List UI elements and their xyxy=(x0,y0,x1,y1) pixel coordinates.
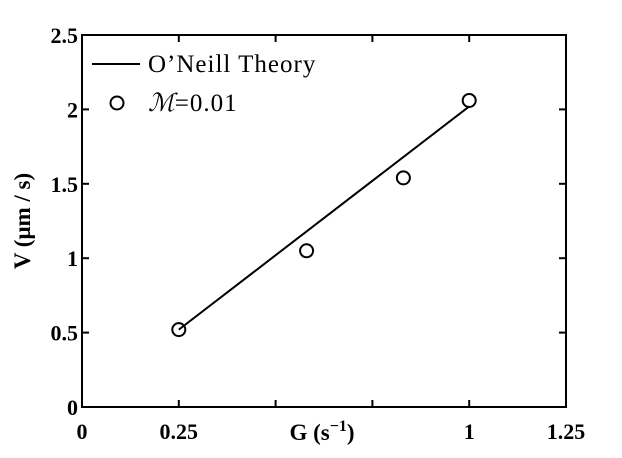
x-axis-label-exponent: −1 xyxy=(330,418,347,435)
legend-value: =0.01 xyxy=(175,90,238,117)
data-point xyxy=(171,322,187,338)
data-point xyxy=(395,170,411,186)
y-axis-label: V (μm / s) xyxy=(10,173,35,269)
y-tick-label: 1 xyxy=(67,246,78,271)
legend: O’Neill Theory ℳ=0.01 xyxy=(92,51,316,117)
x-axis-label: G (s−1) xyxy=(289,418,354,445)
theory-series-line xyxy=(178,105,470,331)
data-point xyxy=(461,92,477,108)
legend-symbol: ℳ xyxy=(148,90,178,117)
y-tick-label: 2.5 xyxy=(51,23,79,48)
data-markers xyxy=(171,92,477,338)
x-axis-label-close: ) xyxy=(347,420,355,445)
legend-label-data: ℳ=0.01 xyxy=(148,90,238,117)
x-tick-label: 1 xyxy=(464,419,475,444)
y-tick-label: 2 xyxy=(67,97,78,122)
y-tick-label: 0.5 xyxy=(51,321,79,346)
y-tick-label: 0 xyxy=(67,395,78,420)
y-tick-label: 1.5 xyxy=(51,172,79,197)
x-tick-label: 0.25 xyxy=(160,419,199,444)
legend-label-theory: O’Neill Theory xyxy=(148,51,316,78)
x-tick-label: 0 xyxy=(77,419,88,444)
x-tick-label: 1.25 xyxy=(547,419,586,444)
tick-labels: 0 0.25 1 1.25 0 0.5 1 1.5 2 2.5 xyxy=(51,23,586,444)
x-axis-label-main: G (s xyxy=(289,420,329,445)
axis-ticks xyxy=(81,34,567,408)
data-point xyxy=(299,243,315,259)
legend-marker-sample xyxy=(109,95,125,111)
plot-area xyxy=(81,34,567,408)
